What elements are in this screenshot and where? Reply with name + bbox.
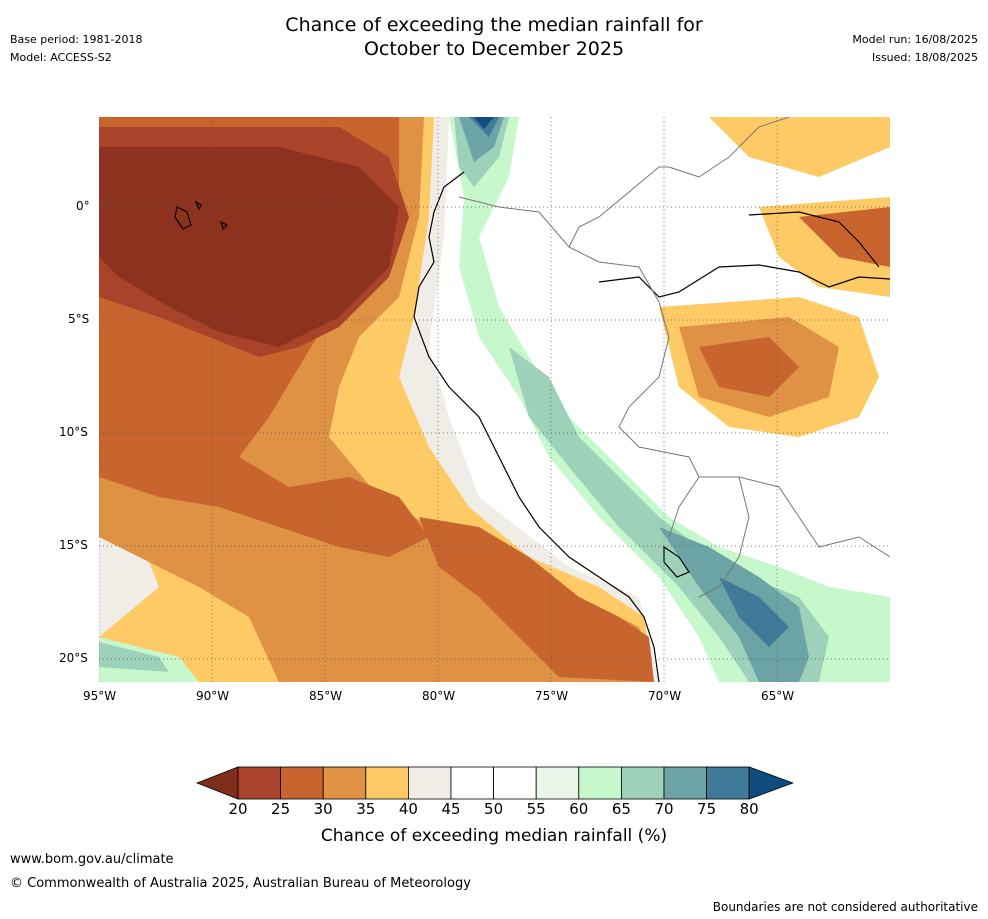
colorbar-cell (237, 766, 281, 800)
lat-label-10s: 10°S (59, 425, 88, 439)
colorbar-cell (365, 766, 409, 800)
region-sw-wet2 (99, 642, 169, 672)
model-run-text: Model run: 16/08/2025 (852, 33, 978, 46)
colorbar-tick-label: 50 (484, 800, 504, 818)
lon-label-65w: 65°W (761, 689, 795, 703)
region-below-20 (99, 147, 399, 347)
lat-label-15s: 15°S (59, 538, 88, 552)
colorbar-tick-label: 45 (441, 800, 461, 818)
colorbar-tick-label: 35 (356, 800, 376, 818)
lon-label-90w: 90°W (196, 689, 230, 703)
colorbar-tick-label: 25 (271, 800, 291, 818)
lon-label-80w: 80°W (422, 689, 456, 703)
colorbar-extend-high (748, 766, 794, 800)
issued-date-text: Issued: 18/08/2025 (871, 51, 978, 64)
lat-label-20s: 20°S (59, 651, 88, 665)
rainfall-map[interactable] (99, 117, 890, 682)
colorbar-cell (663, 766, 707, 800)
lon-label-95w: 95°W (83, 689, 117, 703)
lon-label-75w: 75°W (535, 689, 569, 703)
lon-label-70w: 70°W (648, 689, 682, 703)
rio-negro (748, 211, 880, 268)
colorbar-cell (407, 766, 452, 800)
colorbar-cell (535, 766, 580, 800)
region-above-80 (474, 117, 494, 129)
model-name-text: Model: ACCESS-S2 (10, 51, 112, 64)
colorbar-label: Chance of exceeding median rainfall (%) (320, 826, 668, 846)
colorbar-tick-label: 55 (526, 800, 546, 818)
title-line-1: Chance of exceeding the median rainfall … (285, 14, 703, 36)
coastline (413, 171, 660, 682)
lat-label-5s: 5°S (68, 312, 90, 326)
lat-label-0: 0° (76, 199, 90, 213)
title-line-2: October to December 2025 (363, 38, 625, 60)
colorbar (196, 766, 794, 800)
colorbar-tick-label: 80 (739, 800, 759, 818)
boundaries-disclaimer: Boundaries are not considered authoritat… (712, 900, 978, 914)
region-east-25-30 (699, 337, 799, 397)
colorbar-tick-label: 60 (569, 800, 589, 818)
website-link[interactable]: www.bom.gov.au/climate (10, 852, 174, 867)
copyright-text: © Commonwealth of Australia 2025, Austra… (10, 876, 471, 891)
colorbar-extend-low (196, 766, 239, 800)
colorbar-cell (493, 766, 537, 800)
colorbar-cell (706, 766, 750, 800)
colorbar-tick-label: 20 (228, 800, 248, 818)
colorbar-tick-label: 65 (611, 800, 631, 818)
colorbar-tick-label: 40 (398, 800, 418, 818)
page-title: Chance of exceeding the median rainfall … (0, 13, 988, 61)
colorbar-tick-label: 70 (654, 800, 674, 818)
lake-titicaca (663, 545, 690, 578)
colorbar-cell (578, 766, 622, 800)
colorbar-cell (620, 766, 665, 800)
amazon-river (598, 264, 890, 298)
colorbar-cell (450, 766, 494, 800)
colorbar-tick-label: 30 (313, 800, 333, 818)
colorbar-tick-label: 75 (697, 800, 717, 818)
colorbar-cell (280, 766, 324, 800)
lon-label-85w: 85°W (309, 689, 343, 703)
base-period-text: Base period: 1981-2018 (10, 33, 143, 46)
colorbar-cell (322, 766, 367, 800)
